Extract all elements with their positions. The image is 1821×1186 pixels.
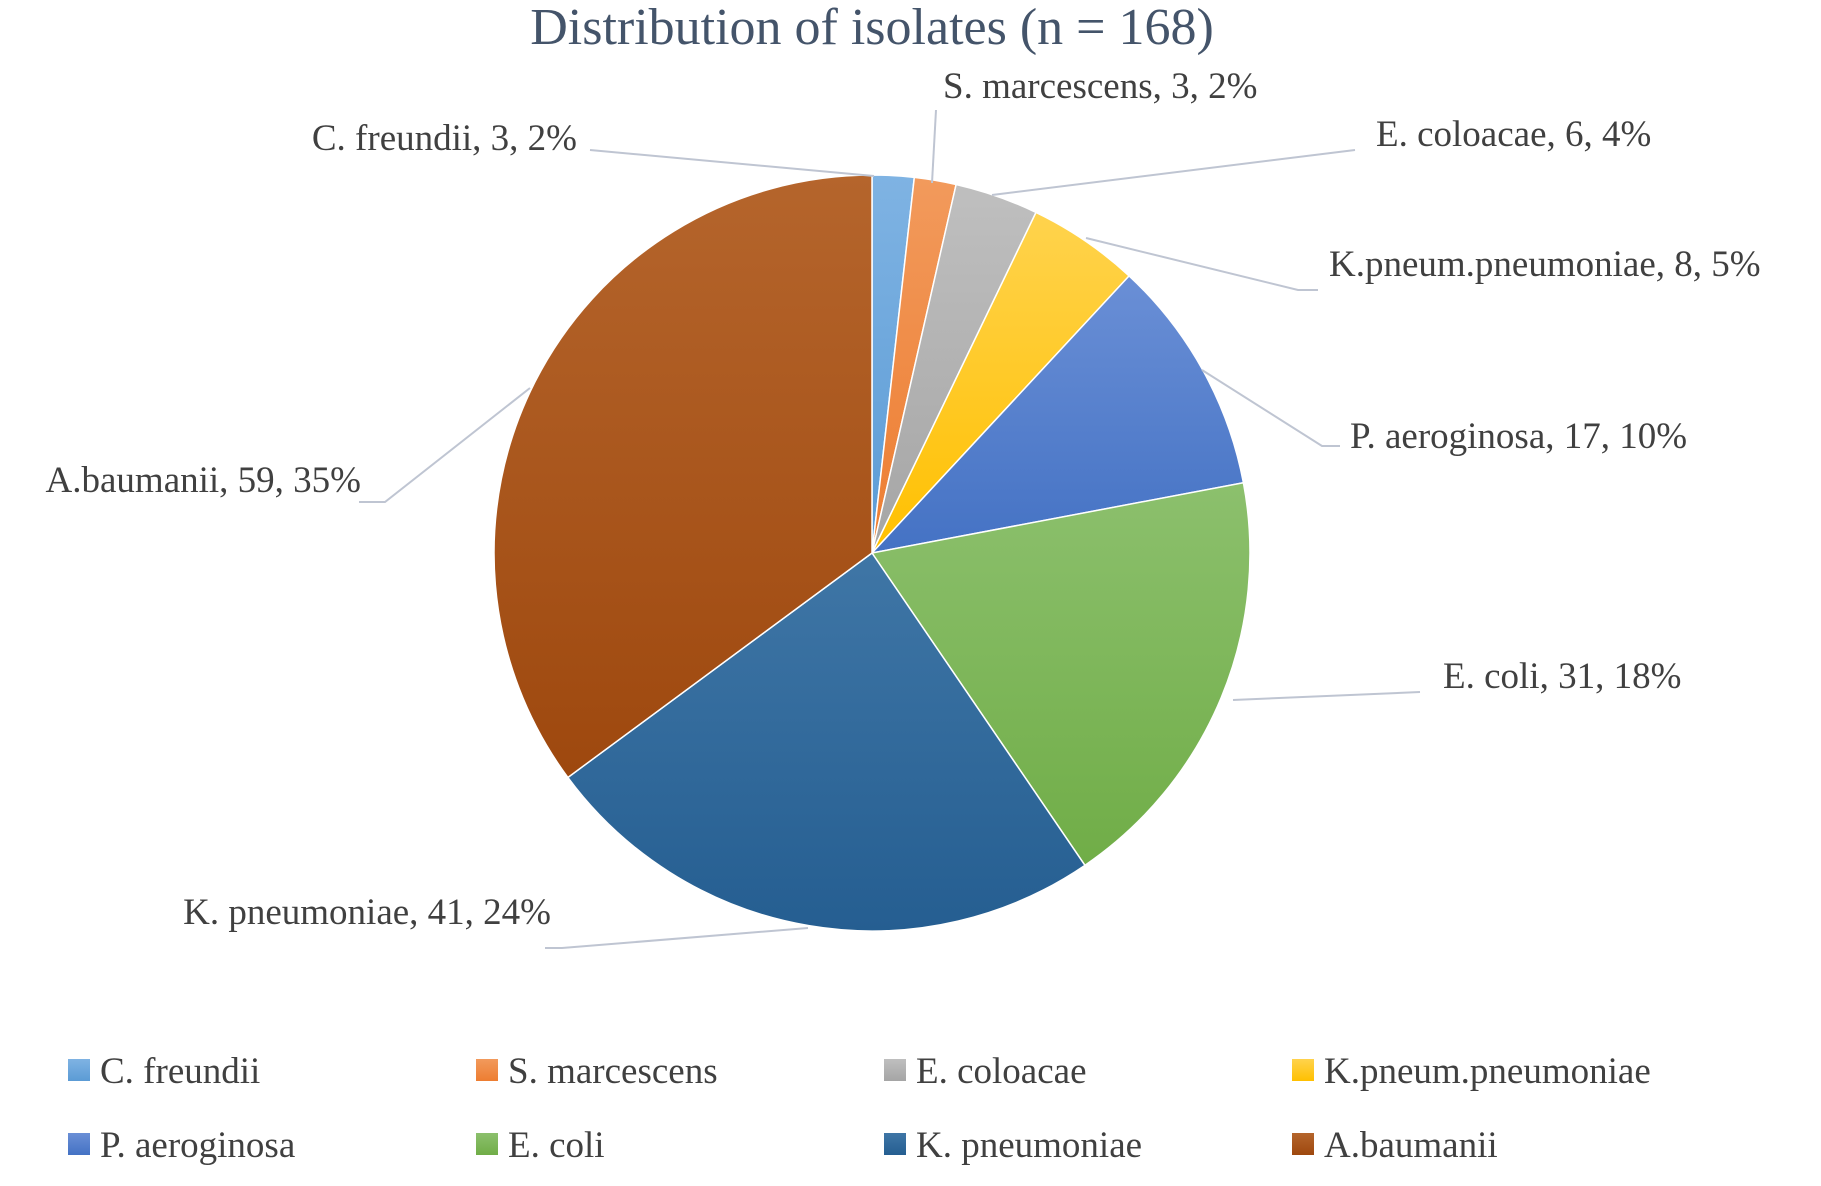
legend-label-p-aeroginosa: P. aeroginosa bbox=[100, 1125, 295, 1166]
legend-item-e-coli: E. coli bbox=[476, 1125, 605, 1166]
legend-item-k-pneum-pneumoniae: K.pneum.pneumoniae bbox=[1292, 1051, 1651, 1092]
legend-item-s-marcescens: S. marcescens bbox=[476, 1051, 718, 1092]
legend-item-c-freundii: C. freundii bbox=[68, 1051, 260, 1092]
pie-slices bbox=[493, 174, 1251, 932]
legend-label-k-pneum-pneumoniae: K.pneum.pneumoniae bbox=[1324, 1051, 1651, 1092]
legend-swatch-p-aeroginosa bbox=[68, 1133, 90, 1155]
legend-item-e-coloacae: E. coloacae bbox=[884, 1051, 1087, 1092]
legend-label-a-baumanii: A.baumanii bbox=[1324, 1125, 1498, 1166]
leader-line-a-baumanii bbox=[359, 387, 531, 503]
data-label-p-aeroginosa: P. aeroginosa, 17, 10% bbox=[1350, 416, 1687, 457]
data-labels: C. freundii, 3, 2% S. marcescens, 3, 2% E.… bbox=[46, 66, 1761, 933]
leader-line-k-pneum-pneumoniae bbox=[1085, 237, 1318, 291]
data-label-a-baumanii: A.baumanii, 59, 35% bbox=[46, 460, 361, 501]
leader-line-c-freundii bbox=[589, 149, 875, 177]
legend: C. freundii S. marcescens E. coloacae K.pne… bbox=[68, 1051, 1651, 1166]
data-label-e-coloacae: E. coloacae, 6, 4% bbox=[1376, 114, 1651, 155]
legend-label-s-marcescens: S. marcescens bbox=[508, 1051, 718, 1092]
legend-label-e-coloacae: E. coloacae bbox=[916, 1051, 1087, 1092]
leader-line-e-coli bbox=[1232, 691, 1421, 701]
leader-line-e-coloacae bbox=[991, 149, 1356, 196]
data-label-k-pneumoniae: K. pneumoniae, 41, 24% bbox=[183, 892, 551, 933]
pie-slice-a-baumanii bbox=[493, 174, 873, 779]
legend-item-a-baumanii: A.baumanii bbox=[1292, 1125, 1498, 1166]
legend-swatch-e-coloacae bbox=[884, 1059, 906, 1081]
legend-swatch-e-coli bbox=[476, 1133, 498, 1155]
legend-label-e-coli: E. coli bbox=[508, 1125, 605, 1166]
chart-title: Distribution of isolates (n = 168) bbox=[530, 0, 1214, 56]
data-label-k-pneum-pneumoniae: K.pneum.pneumoniae, 8, 5% bbox=[1329, 244, 1761, 285]
legend-item-p-aeroginosa: P. aeroginosa bbox=[68, 1125, 295, 1166]
leader-line-p-aeroginosa bbox=[1201, 369, 1340, 447]
legend-swatch-s-marcescens bbox=[476, 1059, 498, 1081]
leader-line-k-pneumoniae bbox=[545, 927, 809, 949]
data-label-e-coli: E. coli, 31, 18% bbox=[1443, 656, 1681, 697]
legend-item-k-pneumoniae: K. pneumoniae bbox=[884, 1125, 1142, 1166]
legend-swatch-k-pneum-pneumoniae bbox=[1292, 1059, 1314, 1081]
legend-swatch-k-pneumoniae bbox=[884, 1133, 906, 1155]
legend-swatch-c-freundii bbox=[68, 1059, 90, 1081]
legend-label-k-pneumoniae: K. pneumoniae bbox=[916, 1125, 1142, 1166]
data-label-c-freundii: C. freundii, 3, 2% bbox=[312, 118, 577, 159]
leader-line-s-marcescens bbox=[931, 109, 937, 184]
pie-slice-k-pneumoniae bbox=[566, 551, 1086, 932]
legend-label-c-freundii: C. freundii bbox=[100, 1051, 260, 1092]
pie-slice-e-coli bbox=[870, 481, 1251, 867]
data-label-s-marcescens: S. marcescens, 3, 2% bbox=[943, 66, 1257, 107]
legend-swatch-a-baumanii bbox=[1292, 1133, 1314, 1155]
leader-lines bbox=[359, 109, 1421, 949]
